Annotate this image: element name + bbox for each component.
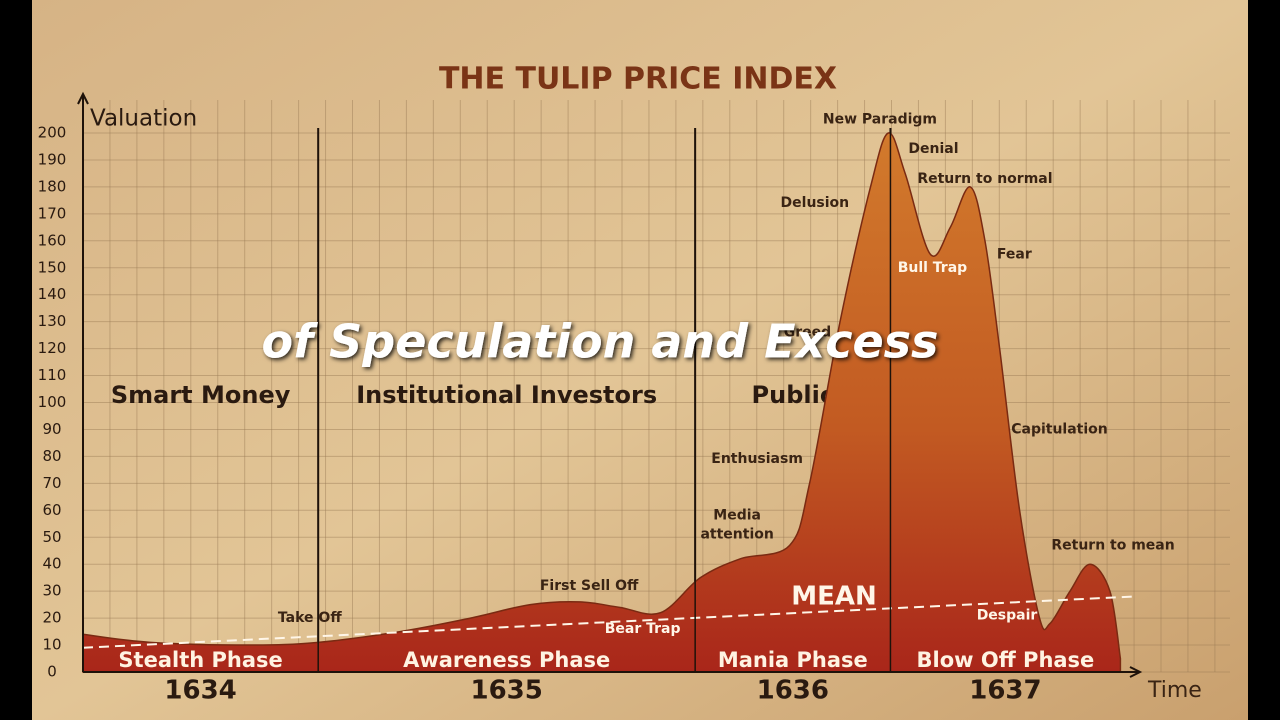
y-tick-label: 130 — [38, 312, 67, 330]
annotation: New Paradigm — [823, 112, 937, 128]
annotation: First Sell Off — [540, 578, 639, 594]
year-label: 1635 — [470, 676, 542, 706]
annotation: Greed — [784, 324, 831, 340]
annotation: Fear — [997, 246, 1032, 262]
y-tick-label: 120 — [38, 339, 67, 357]
y-axis-label: Valuation — [90, 106, 197, 132]
y-tick-label: 60 — [42, 501, 61, 519]
y-tick-label: 30 — [42, 582, 61, 600]
annotation: Take Off — [278, 610, 342, 626]
annotation: attention — [700, 527, 773, 543]
group-label: Smart Money — [111, 381, 291, 409]
annotation: Return to mean — [1051, 537, 1174, 553]
annotation: Bear Trap — [605, 621, 681, 637]
y-axis-arrow — [77, 91, 89, 105]
phase-label: Stealth Phase — [118, 648, 282, 672]
y-tick-label: 20 — [42, 609, 61, 627]
phase-label: Mania Phase — [718, 648, 868, 672]
y-tick-label: 150 — [38, 258, 67, 276]
annotation: Denial — [908, 141, 958, 157]
y-tick-label: 90 — [42, 420, 61, 438]
year-label: 1636 — [757, 676, 829, 706]
phase-label: Awareness Phase — [403, 648, 610, 672]
y-tick-label: 170 — [38, 204, 67, 222]
x-axis-label: Time — [1147, 678, 1202, 703]
subtitle: of Speculation and Excess — [262, 315, 939, 369]
annotation: Return to normal — [917, 171, 1052, 187]
mean-label: MEAN — [791, 582, 877, 612]
x-axis-arrow — [1129, 666, 1143, 678]
phase-label: Blow Off Phase — [917, 648, 1095, 672]
y-tick-label: 50 — [42, 528, 61, 546]
y-tick-label: 80 — [42, 447, 61, 465]
y-tick-label: 160 — [38, 231, 67, 249]
y-tick-label: 100 — [38, 393, 67, 411]
annotation: Delusion — [781, 195, 850, 211]
group-label: Institutional Investors — [356, 381, 657, 409]
y-tick-label: 40 — [42, 555, 61, 573]
y-tick-label: 190 — [38, 150, 67, 168]
y-tick-label: 0 — [47, 663, 57, 681]
y-tick-label: 10 — [42, 636, 61, 654]
y-tick-label: 140 — [38, 285, 67, 303]
y-tick-label: 200 — [38, 124, 67, 142]
annotation: Capitulation — [1011, 421, 1108, 437]
annotation: Despair — [977, 607, 1038, 623]
chart-title: THE TULIP PRICE INDEX — [439, 62, 837, 97]
y-tick-label: 70 — [42, 474, 61, 492]
y-tick-label: 110 — [38, 366, 67, 384]
year-label: 1637 — [969, 676, 1041, 706]
group-label: Public — [752, 381, 835, 409]
year-label: 1634 — [164, 676, 236, 706]
annotation: Media — [713, 508, 761, 524]
annotation: Bull Trap — [898, 260, 968, 276]
annotation: Enthusiasm — [711, 451, 803, 467]
price-area — [82, 132, 1122, 673]
y-tick-label: 180 — [38, 177, 67, 195]
